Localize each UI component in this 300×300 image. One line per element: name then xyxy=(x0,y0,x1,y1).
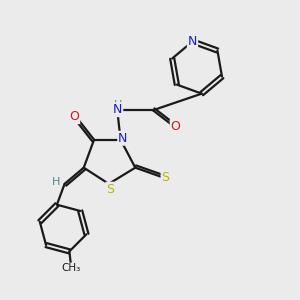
Text: N: N xyxy=(113,103,122,116)
Text: O: O xyxy=(69,110,79,123)
Text: O: O xyxy=(171,120,181,133)
Text: H: H xyxy=(113,100,122,110)
Text: H: H xyxy=(52,176,61,187)
Text: S: S xyxy=(162,172,170,184)
Text: S: S xyxy=(106,183,114,196)
Text: N: N xyxy=(188,35,197,48)
Text: N: N xyxy=(118,132,128,145)
Text: CH₃: CH₃ xyxy=(61,263,80,273)
